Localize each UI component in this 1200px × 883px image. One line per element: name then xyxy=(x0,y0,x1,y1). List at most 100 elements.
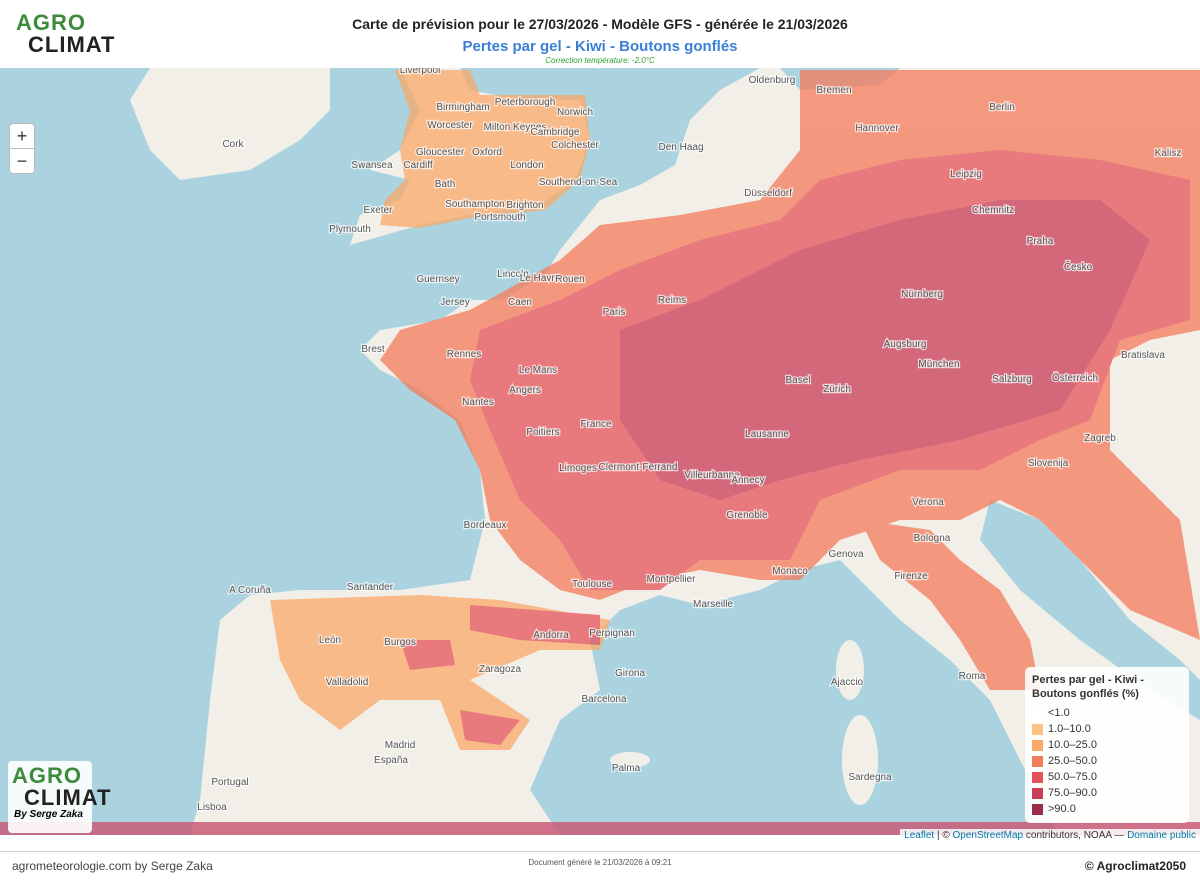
map-label: Augsburg xyxy=(884,339,927,350)
legend-title: Pertes par gel - Kiwi - Boutons gonflés … xyxy=(1032,674,1144,700)
map-label: Perpignan xyxy=(589,628,635,639)
link[interactable]: Leaflet xyxy=(904,830,935,841)
map-label: France xyxy=(580,419,612,430)
map-label: Peterborough xyxy=(495,97,556,108)
map-label: Cork xyxy=(222,139,244,150)
map-label: Paris xyxy=(603,307,626,318)
map-label: Česko xyxy=(1064,260,1093,273)
map-label: Villeurbanne xyxy=(684,470,740,481)
map-label: Plymouth xyxy=(329,224,371,235)
legend-swatch xyxy=(1032,771,1043,783)
map-label: Grenoble xyxy=(726,510,768,521)
map-label: Genova xyxy=(828,549,863,560)
band xyxy=(0,822,1200,835)
map-label: Basel xyxy=(785,375,810,386)
map-label: Brest xyxy=(361,344,385,355)
logo-text: AGRO xyxy=(12,763,82,788)
legend-item: 50.0–75.0 xyxy=(1032,769,1182,785)
map-label: Lincoln xyxy=(497,269,529,280)
map-label: Swansea xyxy=(351,160,393,171)
map-label: Girona xyxy=(615,668,645,679)
map-label: Zürich xyxy=(823,384,851,395)
logo: AGRO CLIMAT xyxy=(8,761,110,809)
legend-label: 75.0–90.0 xyxy=(1048,787,1097,799)
link[interactable]: Domaine public xyxy=(1127,830,1196,841)
map-label: Sardegna xyxy=(848,772,892,783)
map-label: Le Mans xyxy=(519,365,557,376)
legend-label: 1.0–10.0 xyxy=(1048,723,1091,735)
map-label: Lausanne xyxy=(745,429,789,440)
map-label: Lisboa xyxy=(197,802,227,813)
map-label: Southampton xyxy=(445,199,505,210)
legend-label: >90.0 xyxy=(1048,803,1076,815)
map-label: Portugal xyxy=(211,777,248,788)
legend-label: 10.0–25.0 xyxy=(1048,739,1097,751)
zoom-out[interactable]: − xyxy=(9,148,35,174)
heat-layer xyxy=(270,70,1200,750)
byline: By Serge Zaka xyxy=(14,809,83,820)
heat-area xyxy=(860,520,1040,690)
map-label: Verona xyxy=(912,497,944,508)
map-label: Hannover xyxy=(855,123,899,134)
map-label: Valladolid xyxy=(326,677,369,688)
map-label: España xyxy=(374,755,408,766)
map-label: Clermont-Ferrand xyxy=(599,462,678,473)
map-label: Marseille xyxy=(693,599,733,610)
map-label: Kalisz xyxy=(1155,148,1182,159)
legend-swatch xyxy=(1032,803,1043,815)
footer-center: Document généré le 21/03/2026 à 09:21 xyxy=(528,858,672,867)
title: Carte de prévision pour le 27/03/2026 - … xyxy=(352,16,848,32)
map-label: Madrid xyxy=(385,740,416,751)
map-label: Milton Keynes xyxy=(484,122,547,133)
map-label: Cardiff xyxy=(403,160,432,171)
map-label: Bath xyxy=(435,179,456,190)
map-label: Bremen xyxy=(816,85,851,96)
map-label: Andorra xyxy=(533,630,569,641)
map-label: Rennes xyxy=(447,349,481,360)
legend-label: 25.0–50.0 xyxy=(1048,755,1097,767)
map-label: Brighton xyxy=(506,200,543,211)
map-label: Norwich xyxy=(557,107,593,118)
map-label: Angers xyxy=(509,385,541,396)
corner-logo: AGRO CLIMAT By Serge Zaka xyxy=(8,761,110,833)
map-label: Den Haag xyxy=(658,142,703,153)
legend: Pertes par gel - Kiwi - Boutons gonflés … xyxy=(1025,667,1189,823)
map-label: Zaragoza xyxy=(479,664,522,675)
text: | © xyxy=(934,830,953,841)
sea xyxy=(980,500,1200,720)
legend-item: >90.0 xyxy=(1032,801,1182,817)
legend-swatch xyxy=(1032,723,1043,735)
text: contributors, NOAA — xyxy=(1023,830,1128,841)
map-label: London xyxy=(510,160,543,171)
legend-swatch xyxy=(1032,707,1043,719)
map-label: Roma xyxy=(959,671,986,682)
logo-text: AGRO xyxy=(16,10,86,35)
legend-item: 25.0–50.0 xyxy=(1032,753,1182,769)
map-label: Barcelona xyxy=(581,694,626,705)
zoom-in[interactable]: + xyxy=(9,123,35,149)
map-label: Gloucester xyxy=(416,147,465,158)
sea xyxy=(530,560,1060,835)
land xyxy=(610,752,650,768)
map-label: Portsmouth xyxy=(474,212,525,223)
map-label: Le Havre xyxy=(520,273,561,284)
legend-swatch xyxy=(1032,755,1043,767)
link[interactable]: OpenStreetMap xyxy=(952,830,1024,841)
map-label: Firenze xyxy=(894,571,928,582)
map-label: Bordeaux xyxy=(464,520,507,531)
map-label: Jersey xyxy=(440,297,469,308)
map-label: Düsseldorf xyxy=(744,188,792,199)
logo-text: CLIMAT xyxy=(28,32,116,57)
attribution: Leaflet | © OpenStreetMap contributors, … xyxy=(900,829,1200,842)
subtitle: Pertes par gel - Kiwi - Boutons gonflés xyxy=(462,38,738,55)
note: Correction température: -2.0°C xyxy=(545,56,655,65)
heat-area xyxy=(620,200,1150,500)
map-label: Worcester xyxy=(427,120,473,131)
legend-label: <1.0 xyxy=(1048,707,1070,719)
map-label: Chemnitz xyxy=(972,205,1014,216)
heat-area xyxy=(380,70,590,228)
map-label: Cambridge xyxy=(531,127,580,138)
land xyxy=(842,715,878,805)
legend-swatch xyxy=(1032,739,1043,751)
